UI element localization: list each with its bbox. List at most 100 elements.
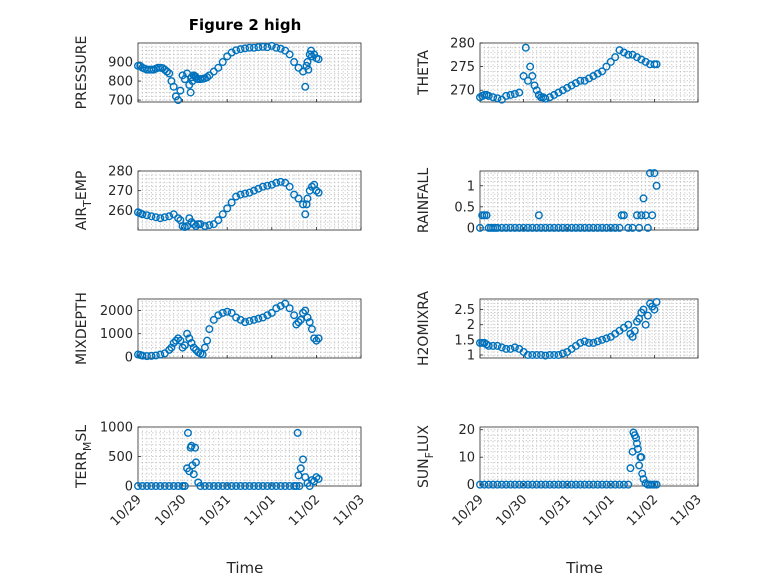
data-point xyxy=(203,336,212,345)
data-point xyxy=(598,67,607,76)
data-point xyxy=(619,48,628,57)
data-point xyxy=(169,210,178,219)
data-point xyxy=(187,338,196,347)
data-point xyxy=(515,223,524,232)
data-point xyxy=(276,44,285,53)
data-point xyxy=(521,43,530,52)
data-point xyxy=(635,461,644,470)
data-point xyxy=(292,320,301,329)
y-tick-label: 275 xyxy=(450,60,475,75)
data-point xyxy=(232,46,241,55)
data-point xyxy=(307,52,316,61)
data-point xyxy=(537,223,546,232)
data-point xyxy=(303,58,312,67)
data-point xyxy=(254,184,263,193)
data-point xyxy=(558,349,567,358)
data-point xyxy=(138,210,147,219)
data-point xyxy=(142,352,151,361)
data-point xyxy=(276,177,285,186)
data-point xyxy=(602,223,611,232)
data-point xyxy=(160,213,169,222)
data-point xyxy=(523,480,532,489)
data-point xyxy=(519,72,528,81)
y-tick-label: 1 xyxy=(467,179,475,194)
data-point xyxy=(602,62,611,71)
data-point xyxy=(476,480,485,489)
data-point xyxy=(571,480,580,489)
data-point xyxy=(580,76,589,85)
data-point xyxy=(165,482,174,491)
data-point xyxy=(585,74,594,83)
data-point xyxy=(169,482,178,491)
data-point xyxy=(589,223,598,232)
data-point xyxy=(165,212,174,221)
data-point xyxy=(554,480,563,489)
data-point xyxy=(519,480,528,489)
data-point xyxy=(537,350,546,359)
data-point xyxy=(301,82,310,91)
data-point xyxy=(232,482,241,491)
data-point xyxy=(227,308,236,317)
data-point xyxy=(598,335,607,344)
data-point xyxy=(142,482,151,491)
x-tick-label: 11/03 xyxy=(668,492,705,529)
data-point xyxy=(652,181,661,190)
data-point xyxy=(245,316,254,325)
data-point xyxy=(639,475,648,484)
data-point xyxy=(641,57,650,66)
data-point xyxy=(484,341,493,350)
data-point xyxy=(558,86,567,95)
data-point xyxy=(147,351,156,360)
data-point xyxy=(606,480,615,489)
data-point xyxy=(142,211,151,220)
data-point xyxy=(310,477,319,486)
data-point xyxy=(554,350,563,359)
data-point xyxy=(637,55,646,64)
data-point xyxy=(263,181,272,190)
data-point xyxy=(550,90,559,99)
data-point xyxy=(301,306,310,315)
data-point xyxy=(626,464,635,473)
data-point xyxy=(523,76,532,85)
data-point xyxy=(236,190,245,199)
x-tick-label: 10/30 xyxy=(152,492,189,529)
y-tick-label: 270 xyxy=(108,184,133,199)
data-point xyxy=(151,213,160,222)
data-point xyxy=(602,480,611,489)
data-point xyxy=(245,188,254,197)
y-tick-label: 0 xyxy=(467,221,475,236)
data-point xyxy=(532,350,541,359)
data-point xyxy=(267,180,276,189)
data-point xyxy=(611,53,620,62)
data-point xyxy=(205,325,214,334)
data-point xyxy=(258,42,267,51)
data-point xyxy=(180,482,189,491)
data-point xyxy=(624,223,633,232)
data-point xyxy=(567,223,576,232)
data-point xyxy=(580,337,589,346)
data-point xyxy=(510,480,519,489)
data-point xyxy=(156,214,165,223)
data-point xyxy=(218,58,227,67)
data-point xyxy=(147,482,156,491)
data-point xyxy=(593,337,602,346)
data-point xyxy=(624,50,633,59)
data-point xyxy=(502,344,511,353)
data-point xyxy=(510,89,519,98)
data-point xyxy=(523,223,532,232)
data-point xyxy=(528,480,537,489)
data-point xyxy=(290,58,299,67)
y-tick-label: 800 xyxy=(108,75,133,90)
data-point xyxy=(249,43,258,52)
data-point xyxy=(476,223,485,232)
data-point xyxy=(532,480,541,489)
data-point xyxy=(541,351,550,360)
data-point xyxy=(606,223,615,232)
data-point xyxy=(598,223,607,232)
data-point xyxy=(249,186,258,195)
data-point xyxy=(611,480,620,489)
data-point xyxy=(245,43,254,52)
data-point xyxy=(510,343,519,352)
data-point xyxy=(258,482,267,491)
data-point xyxy=(523,350,532,359)
